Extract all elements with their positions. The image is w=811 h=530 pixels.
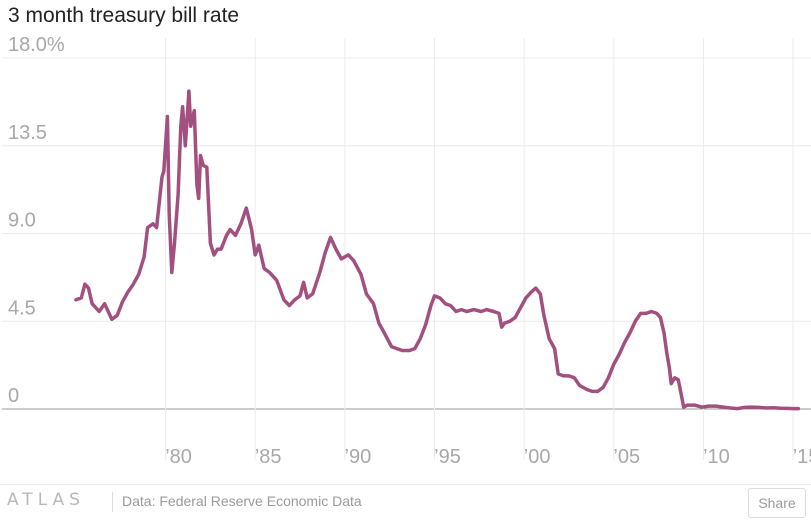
series-layer: [74, 89, 801, 411]
footer-separator: [112, 492, 113, 512]
x-axis-labels: ’80 ’85 ’90 ’95 ’00 ’05 ’10 ’15: [165, 446, 811, 468]
y-tick-label: 18.0%: [8, 34, 65, 56]
x-tick-label: ’90: [345, 446, 372, 468]
x-tick-label: ’05: [613, 446, 640, 468]
x-tick-label: ’95: [434, 446, 461, 468]
line-chart: 0 4.5 9.0 13.5 18.0% ’80 ’85 ’90 ’95 ’00 ’05 ’10 ’1…: [2, 34, 811, 468]
chart-title: 3 month treasury bill rate: [8, 4, 240, 27]
share-button[interactable]: Share: [748, 488, 806, 518]
footer-divider: [0, 484, 811, 485]
x-tick-label: ’00: [524, 446, 551, 468]
series-line: [74, 89, 801, 411]
y-tick-label: 9.0: [8, 210, 36, 232]
grid-layer: [2, 38, 811, 460]
y-tick-label: 13.5: [8, 122, 47, 144]
atlas-logo[interactable]: ATLAS: [7, 490, 85, 510]
x-tick-label: ’15: [793, 446, 811, 468]
y-axis-labels: 0 4.5 9.0 13.5 18.0%: [8, 34, 65, 407]
y-tick-label: 0: [8, 385, 19, 407]
footer: ATLAS Data: Federal Reserve Economic Dat…: [0, 484, 811, 524]
x-tick-label: ’80: [165, 446, 192, 468]
x-tick-label: ’10: [703, 446, 730, 468]
x-tick-label: ’85: [255, 446, 282, 468]
data-source-text: Data: Federal Reserve Economic Data: [122, 493, 362, 509]
y-tick-label: 4.5: [8, 297, 36, 319]
